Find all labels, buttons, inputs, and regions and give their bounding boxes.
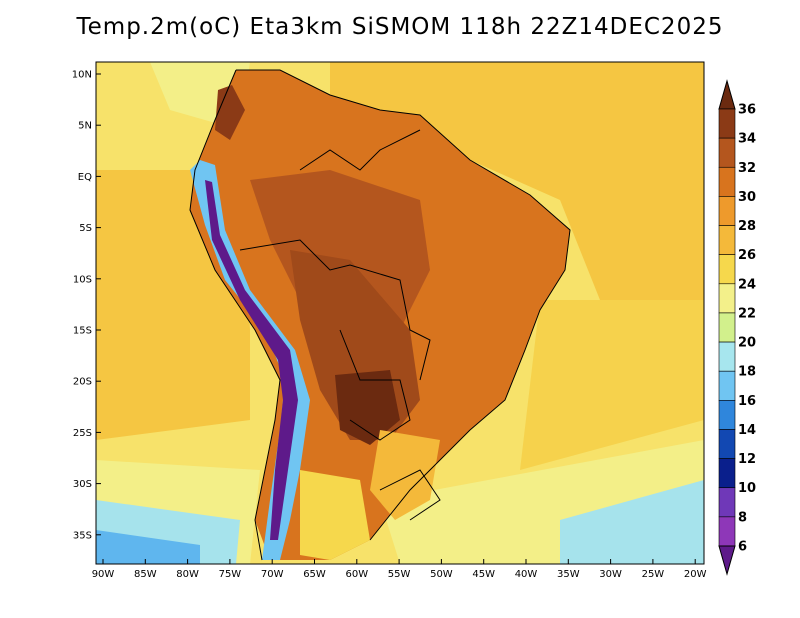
colorbar-label: 12 <box>738 452 756 467</box>
colorbar-label: 24 <box>738 277 756 292</box>
colorbar-label: 32 <box>738 161 756 176</box>
colorbar-swatch <box>718 400 736 430</box>
colorbar-swatch <box>718 516 736 547</box>
coastline-west <box>189 69 281 561</box>
lon-tick-label: 20W <box>684 569 707 580</box>
lon-tick-label: 25W <box>642 569 665 580</box>
colorbar-swatch <box>718 137 736 168</box>
longitude-axis: 90W 85W 80W 75W 70W 65W 60W 55W 50W 45W 40W 35W 30W 2… <box>92 559 707 580</box>
colorbar-swatch <box>718 254 736 285</box>
colorbar-swatch <box>718 341 736 372</box>
lon-tick-label: 30W <box>599 569 622 580</box>
ocean-band-east <box>520 300 704 470</box>
colorbar-swatch <box>718 429 736 459</box>
temperature-colorbar: 36 34 32 30 28 26 24 22 20 18 16 14 12 10 8 6 <box>718 79 756 576</box>
colorbar-swatch <box>718 312 736 343</box>
map-title: Temp.2m(oC) Eta3km SiSMOM 118h 22Z14DEC2… <box>76 14 724 40</box>
ocean-coldest-southwest <box>96 530 200 564</box>
ocean-cold-southeast <box>560 480 704 564</box>
argentina-mild <box>300 470 370 560</box>
lat-tick-label: 5S <box>79 223 92 234</box>
south-america-landmass <box>190 70 570 560</box>
coastline-east <box>236 69 571 541</box>
lat-tick-label: EQ <box>78 172 92 183</box>
andes-coldest-ribbon <box>205 180 298 540</box>
lon-tick-label: 60W <box>345 569 368 580</box>
amazon-hot-region <box>250 170 430 340</box>
chaco-hottest-region <box>335 370 400 445</box>
colorbar-label: 8 <box>738 510 747 525</box>
lat-tick-label: 5N <box>78 121 92 132</box>
colorbar-label: 18 <box>738 365 756 380</box>
lon-tick-label: 45W <box>472 569 495 580</box>
lat-tick-label: 10S <box>73 274 92 285</box>
colorbar-label: 14 <box>738 423 756 438</box>
lon-tick-label: 85W <box>134 569 157 580</box>
colorbar-bottom-arrow <box>718 545 736 576</box>
political-borders <box>189 69 571 561</box>
colorbar-swatch <box>718 370 736 401</box>
lat-tick-label: 25S <box>73 428 92 439</box>
lon-tick-label: 65W <box>303 569 326 580</box>
colorbar-swatch <box>718 108 736 139</box>
colorbar-label: 30 <box>738 190 756 205</box>
lon-tick-label: 40W <box>515 569 538 580</box>
lat-tick-label: 35S <box>73 530 92 541</box>
lon-tick-label: 75W <box>219 569 242 580</box>
colorbar-label: 22 <box>738 306 756 321</box>
colorbar-label: 6 <box>738 540 747 555</box>
lat-tick-label: 20S <box>73 377 92 388</box>
colorbar-swatch <box>718 225 736 255</box>
lat-tick-label: 15S <box>73 326 92 337</box>
colorbar-label: 28 <box>738 219 756 234</box>
colorbar-label: 36 <box>738 103 756 118</box>
lon-tick-label: 50W <box>430 569 453 580</box>
map-border <box>95 61 705 565</box>
colorbar-swatch <box>718 487 736 518</box>
colorbar-swatch <box>718 166 736 197</box>
colorbar-top-arrow <box>718 79 736 110</box>
guianas-border <box>299 129 421 171</box>
uruguay-border <box>379 469 441 521</box>
lat-tick-label: 30S <box>73 479 92 490</box>
colorbar-swatch <box>718 196 736 226</box>
colorbar-label: 26 <box>738 248 756 263</box>
south-brazil-mild <box>370 430 440 520</box>
colorbar-label: 16 <box>738 394 756 409</box>
lon-tick-label: 70W <box>261 569 284 580</box>
lon-tick-label: 90W <box>92 569 115 580</box>
north-andes-hot-valley <box>215 85 245 140</box>
colorbar-swatch <box>718 458 736 489</box>
lat-tick-label: 10N <box>72 70 92 81</box>
colorbar-label: 10 <box>738 481 756 496</box>
latitude-axis: 10N 5N EQ 5S 10S 15S 20S 25S 30S 35S <box>72 70 101 541</box>
lon-tick-label: 35W <box>557 569 580 580</box>
brazil-west-border <box>239 239 431 381</box>
colorbar-label: 34 <box>738 132 756 147</box>
paraguay-border <box>339 329 411 441</box>
lon-tick-label: 80W <box>176 569 199 580</box>
colorbar-label: 20 <box>738 336 756 351</box>
lon-tick-label: 55W <box>388 569 411 580</box>
colorbar-swatch <box>718 283 736 314</box>
